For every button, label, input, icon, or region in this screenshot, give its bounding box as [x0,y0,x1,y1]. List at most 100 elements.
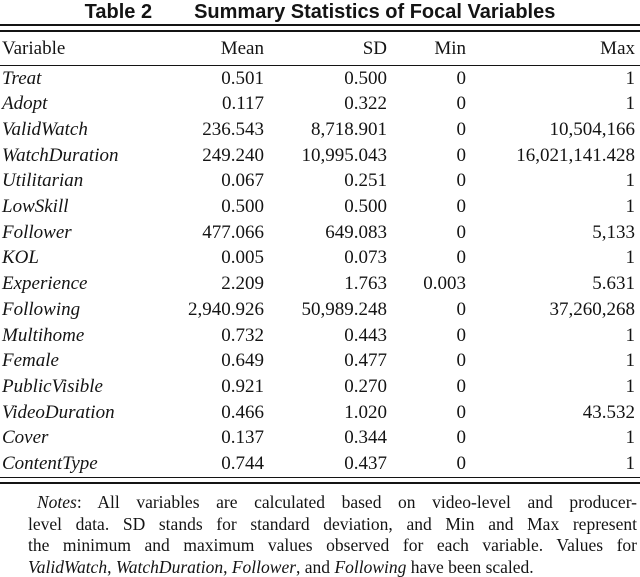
value-cell: 16,021,141.428 [516,144,635,166]
value-cell: 0.270 [344,375,387,397]
variable-name-cell: VideoDuration [2,401,115,423]
table-row: ValidWatch 236.543 8,718.901 0 10,504,166 [0,117,640,143]
value-cell: 0.067 [221,170,264,192]
value-cell: 5,133 [592,221,635,243]
table-row: VideoDuration 0.466 1.020 0 43.532 [0,400,640,426]
variable-name-cell: PublicVisible [2,375,103,397]
value-cell: 1 [625,93,636,115]
value-cell: 0 [456,247,467,269]
value-cell: 1 [625,170,636,192]
table-body: Treat 0.501 0.500 0 1 Adopt 0.117 0.322 0 1 ValidW… [0,65,640,477]
value-cell: 1 [625,427,636,449]
value-cell: 10,504,166 [549,118,636,140]
summary-statistics-table: Variable Mean SD Min Max Treat 0.501 0.500… [0,31,640,477]
value-cell: 0 [456,427,467,449]
value-cell: 1 [625,375,636,397]
table-row: WatchDuration 249.240 10,995.043 0 16,021,14… [0,143,640,169]
notes-text: , [223,556,232,577]
value-cell: 0 [456,350,467,372]
value-cell: 0.443 [344,324,387,346]
bottom-rule-inner [0,476,640,479]
notes-italic-term: WatchDuration [115,556,224,577]
table-row: Multihome 0.732 0.443 0 1 [0,323,640,349]
notes-text: : All variables are calculated based on … [76,492,637,513]
value-cell: 0.073 [344,247,387,269]
value-cell: 1 [625,67,636,89]
notes-line: the minimum and maximum values observed … [28,535,637,557]
value-cell: 0 [456,170,467,192]
top-rule-outer [0,24,640,26]
value-cell: 10,995.043 [301,144,388,166]
table-row: ContentType 0.744 0.437 0 1 [0,451,640,477]
notes-text: the minimum and maximum values observed … [28,535,637,556]
value-cell: 5.631 [592,273,635,295]
variable-name-cell: Following [2,298,81,320]
value-cell: 0 [456,324,467,346]
notes-line: level data. SD stands for standard devia… [28,514,637,536]
value-cell: 0.477 [344,350,387,372]
table-row: PublicVisible 0.921 0.270 0 1 [0,374,640,400]
column-header-max: Max [466,31,640,66]
table-row: Following 2,940.926 50,989.248 0 37,260,268 [0,297,640,323]
value-cell: 0.466 [221,401,264,423]
notes-text: , [107,556,116,577]
notes-italic-term: Notes [37,492,77,513]
value-cell: 50,989.248 [301,298,388,320]
variable-name-cell: LowSkill [2,196,69,218]
value-cell: 43.532 [582,401,635,423]
top-rule-inner [0,30,640,32]
value-cell: 0.344 [344,427,387,449]
value-cell: 0 [456,67,467,89]
value-cell: 0.003 [423,273,466,295]
notes: Notes: All variables are calculated base… [28,492,637,577]
notes-italic-term: ValidWatch [28,556,108,577]
variable-name-cell: Treat [2,67,42,89]
value-cell: 0 [456,375,467,397]
variable-name-cell: KOL [2,247,39,269]
variable-name-cell: ValidWatch [2,118,88,140]
table-row: Adopt 0.117 0.322 0 1 [0,91,640,117]
value-cell: 2,940.926 [188,298,264,320]
value-cell: 1 [625,324,636,346]
value-cell: 0.251 [344,170,387,192]
table-row: LowSkill 0.500 0.500 0 1 [0,194,640,220]
table-number-label: Table 2 [84,1,153,23]
variable-name-cell: Utilitarian [2,170,84,192]
value-cell: 0.501 [221,67,264,89]
value-cell: 0.500 [344,67,387,89]
variable-name-cell: WatchDuration [2,144,119,166]
notes-line: ValidWatch, WatchDuration, Follower, and… [28,557,637,577]
value-cell: 0.649 [221,350,264,372]
value-cell: 0.921 [221,375,264,397]
value-cell: 0.744 [221,453,264,475]
table-row: Cover 0.137 0.344 0 1 [0,425,640,451]
table-row: Utilitarian 0.067 0.251 0 1 [0,168,640,194]
table-row: Treat 0.501 0.500 0 1 [0,65,640,91]
value-cell: 0 [456,144,467,166]
value-cell: 1 [625,350,636,372]
column-header-sd: SD [264,31,387,66]
value-cell: 1 [625,247,636,269]
table-row: Follower 477.066 649.083 0 5,133 [0,220,640,246]
column-header-variable: Variable [0,31,178,66]
value-cell: 249.240 [202,144,264,166]
variable-name-cell: Adopt [2,93,48,115]
value-cell: 477.066 [202,221,264,243]
notes-italic-term: Following [334,556,407,577]
value-cell: 236.543 [202,118,264,140]
value-cell: 0 [456,118,467,140]
table-row: Experience 2.209 1.763 0.003 5.631 [0,271,640,297]
notes-text: level data. SD stands for standard devia… [28,513,637,534]
notes-italic-term: Follower [231,556,297,577]
variable-name-cell: Follower [2,221,72,243]
value-cell: 0.137 [221,427,264,449]
value-cell: 0 [456,196,467,218]
table-row: Female 0.649 0.477 0 1 [0,348,640,374]
variable-name-cell: Female [2,350,59,372]
value-cell: 0 [456,221,467,243]
value-cell: 0.732 [221,324,264,346]
variable-name-cell: ContentType [2,453,98,475]
value-cell: 0.117 [221,93,264,115]
value-cell: 649.083 [325,221,387,243]
